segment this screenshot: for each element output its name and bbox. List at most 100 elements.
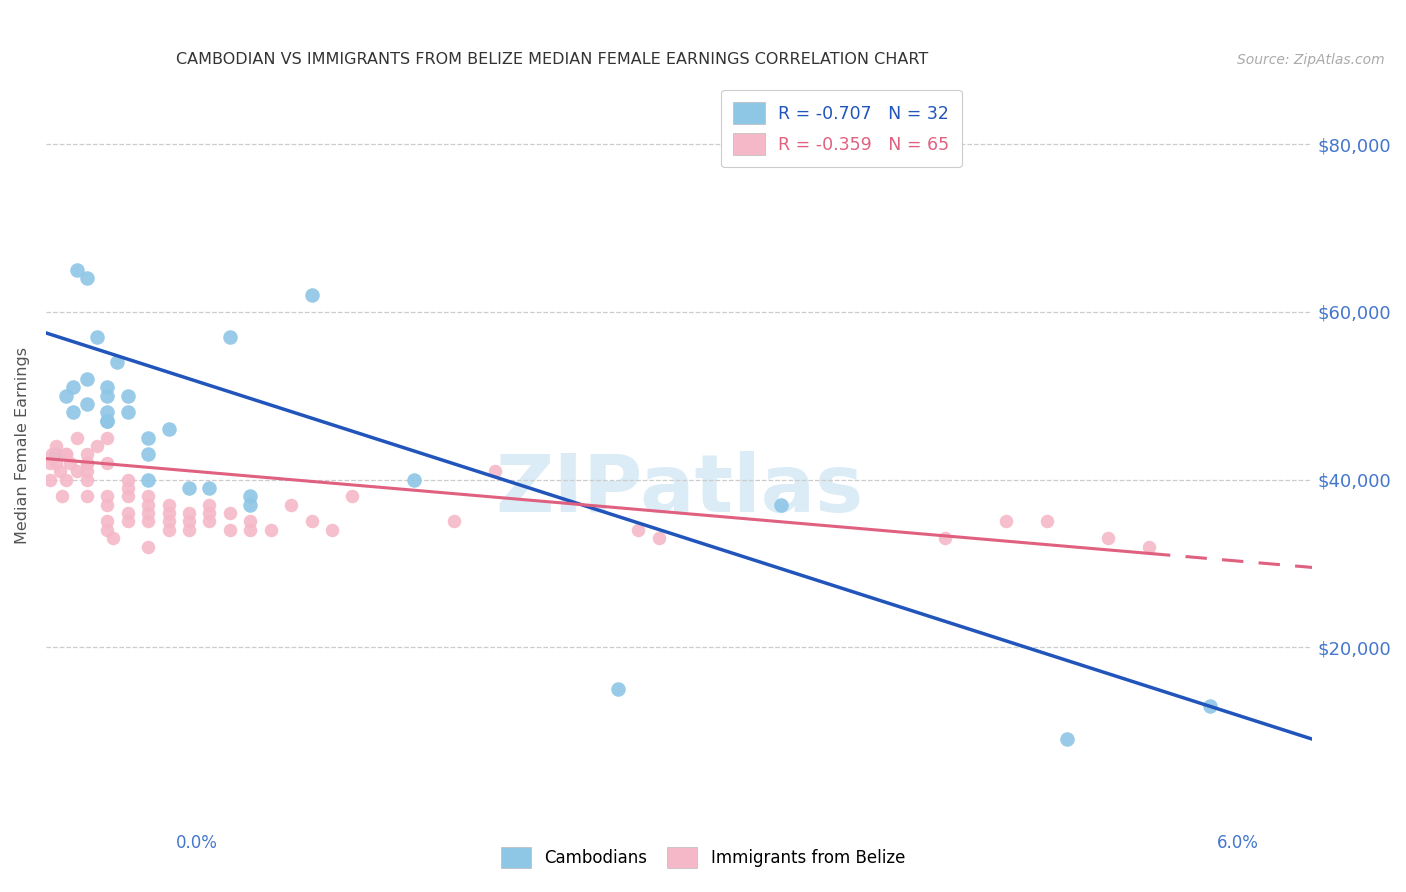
Point (86, 439, 108, 453)
Point (218, 330, 240, 344)
Point (157, 515, 180, 529)
Point (103, 531, 125, 545)
Point (65, 464, 87, 478)
Point (117, 473, 139, 487)
Point (260, 523, 283, 537)
Point (157, 422, 180, 436)
Text: ZIPatlas: ZIPatlas (495, 451, 863, 529)
Point (96, 515, 118, 529)
Point (76, 271, 98, 285)
Point (177, 523, 200, 537)
Text: Source: ZipAtlas.com: Source: ZipAtlas.com (1237, 53, 1385, 67)
Point (96, 414, 118, 428)
Point (136, 489, 159, 503)
Point (157, 506, 180, 520)
Point (239, 489, 262, 503)
Point (96, 498, 118, 512)
Point (321, 523, 343, 537)
Point (96, 405, 118, 419)
Point (239, 523, 262, 537)
Point (198, 506, 221, 520)
Point (136, 431, 159, 445)
Point (1137, 540, 1160, 554)
Point (239, 515, 262, 529)
Point (301, 288, 323, 302)
Point (136, 498, 159, 512)
Point (280, 498, 302, 512)
Point (606, 681, 628, 696)
Point (96, 389, 118, 403)
Point (770, 498, 793, 512)
Point (62, 380, 84, 394)
Point (117, 481, 139, 495)
Point (117, 506, 139, 520)
Point (76, 489, 98, 503)
Point (218, 523, 240, 537)
Point (49, 464, 72, 478)
Point (136, 447, 159, 461)
Point (76, 397, 98, 411)
Point (117, 515, 139, 529)
Point (342, 489, 364, 503)
Point (41, 447, 63, 461)
Point (136, 540, 159, 554)
Point (177, 515, 200, 529)
Point (117, 405, 139, 419)
Point (198, 515, 221, 529)
Point (934, 531, 956, 545)
Y-axis label: Median Female Earnings: Median Female Earnings (15, 348, 30, 544)
Point (96, 431, 118, 445)
Point (96, 456, 118, 470)
Point (76, 456, 98, 470)
Point (218, 506, 240, 520)
Point (45, 439, 67, 453)
Point (1199, 698, 1222, 713)
Point (55, 447, 77, 461)
Point (59, 456, 82, 470)
Point (239, 498, 262, 512)
Legend: Cambodians, Immigrants from Belize: Cambodians, Immigrants from Belize (495, 840, 911, 875)
Point (45, 447, 67, 461)
Point (177, 481, 200, 495)
Point (157, 498, 180, 512)
Text: 0.0%: 0.0% (176, 834, 218, 852)
Point (484, 464, 506, 478)
Point (76, 473, 98, 487)
Point (1097, 531, 1119, 545)
Point (1056, 732, 1078, 747)
Point (86, 330, 108, 344)
Point (198, 498, 221, 512)
Point (648, 531, 671, 545)
Point (198, 481, 221, 495)
Point (76, 372, 98, 386)
Point (76, 464, 98, 478)
Point (39, 456, 62, 470)
Point (51, 489, 73, 503)
Point (301, 515, 323, 529)
Point (627, 523, 650, 537)
Point (65, 431, 87, 445)
Point (117, 489, 139, 503)
Point (107, 355, 129, 369)
Point (55, 447, 77, 461)
Point (62, 405, 84, 419)
Point (76, 447, 98, 461)
Point (995, 515, 1018, 529)
Point (136, 515, 159, 529)
Point (1036, 515, 1059, 529)
Text: CAMBODIAN VS IMMIGRANTS FROM BELIZE MEDIAN FEMALE EARNINGS CORRELATION CHART: CAMBODIAN VS IMMIGRANTS FROM BELIZE MEDI… (176, 52, 928, 67)
Point (76, 456, 98, 470)
Point (55, 389, 77, 403)
Point (65, 263, 87, 277)
Point (136, 506, 159, 520)
Point (136, 473, 159, 487)
Point (96, 414, 118, 428)
Point (157, 523, 180, 537)
Point (443, 515, 465, 529)
Point (96, 380, 118, 394)
Text: 6.0%: 6.0% (1216, 834, 1258, 852)
Point (177, 506, 200, 520)
Point (96, 489, 118, 503)
Point (117, 389, 139, 403)
Point (39, 473, 62, 487)
